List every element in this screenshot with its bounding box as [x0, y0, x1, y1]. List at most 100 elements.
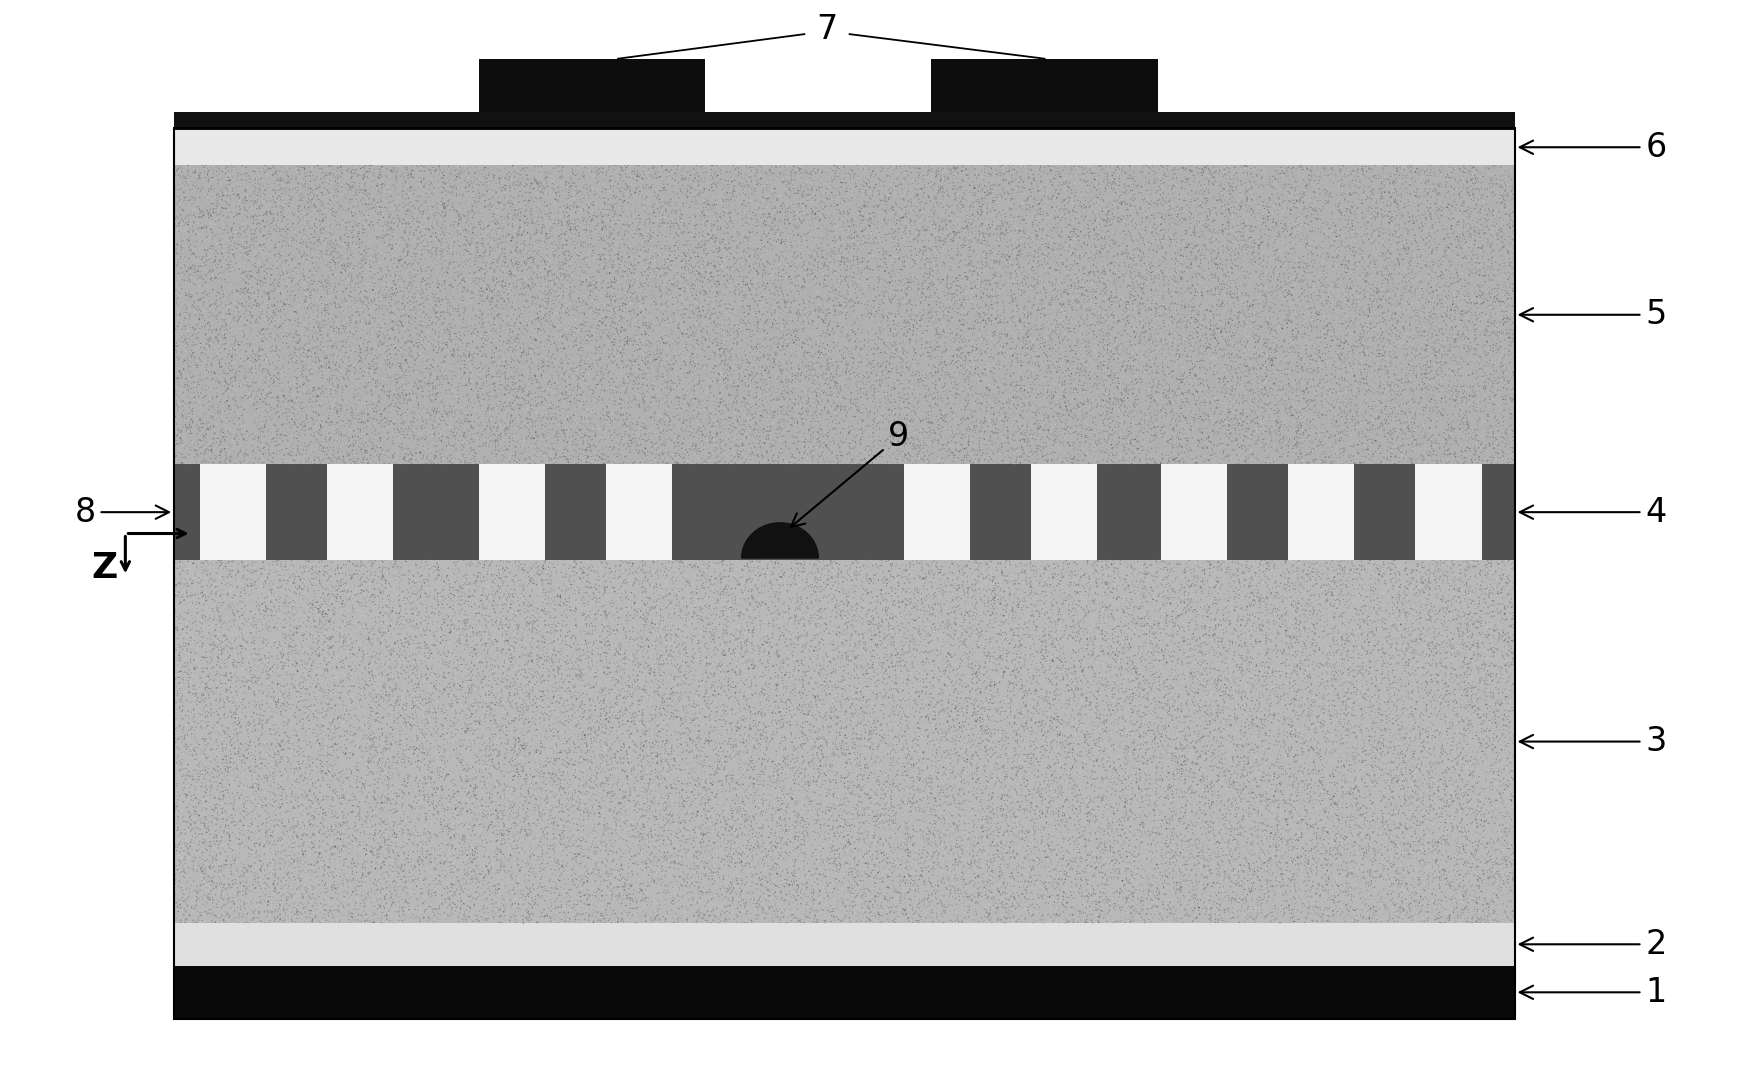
- Point: [1078, 855, 1106, 872]
- Point: [625, 810, 653, 827]
- Point: [937, 619, 965, 636]
- Point: [1259, 294, 1287, 312]
- Point: [291, 218, 319, 235]
- Point: [1093, 697, 1121, 714]
- Point: [1085, 359, 1112, 376]
- Point: [1126, 412, 1154, 429]
- Point: [1085, 710, 1112, 727]
- Point: [1090, 329, 1118, 346]
- Point: [221, 451, 249, 468]
- Point: [823, 440, 851, 457]
- Point: [991, 313, 1018, 330]
- Point: [963, 571, 991, 588]
- Point: [1217, 452, 1245, 469]
- Point: [590, 808, 618, 825]
- Point: [1074, 166, 1102, 184]
- Point: [971, 621, 999, 638]
- Point: [1086, 745, 1114, 762]
- Point: [371, 717, 399, 734]
- Point: [834, 398, 862, 415]
- Point: [1262, 444, 1290, 461]
- Point: [916, 793, 944, 810]
- Point: [406, 835, 434, 853]
- Point: [1069, 697, 1097, 714]
- Point: [381, 250, 409, 267]
- Point: [1442, 330, 1469, 347]
- Point: [1219, 417, 1247, 434]
- Point: [1280, 809, 1307, 826]
- Point: [416, 710, 444, 727]
- Point: [870, 876, 898, 893]
- Point: [1299, 623, 1327, 640]
- Point: [623, 721, 651, 738]
- Point: [836, 177, 864, 194]
- Point: [949, 882, 977, 899]
- Point: [601, 648, 629, 665]
- Point: [1412, 427, 1440, 444]
- Point: [799, 229, 827, 246]
- Point: [1309, 689, 1337, 706]
- Point: [702, 789, 729, 806]
- Point: [333, 760, 360, 777]
- Point: [1034, 795, 1062, 812]
- Point: [284, 344, 312, 361]
- Point: [827, 606, 855, 623]
- Point: [313, 739, 341, 757]
- Point: [268, 796, 296, 813]
- Point: [1485, 229, 1513, 246]
- Point: [1450, 794, 1478, 811]
- Point: [963, 204, 991, 221]
- Point: [1466, 643, 1494, 660]
- Point: [944, 582, 971, 599]
- Point: [1381, 445, 1408, 462]
- Point: [212, 244, 240, 261]
- Point: [545, 678, 573, 695]
- Point: [1386, 301, 1414, 318]
- Point: [1462, 724, 1490, 742]
- Point: [750, 848, 778, 865]
- Point: [1147, 903, 1175, 920]
- Point: [698, 246, 726, 264]
- Point: [1337, 861, 1365, 878]
- Point: [1151, 602, 1179, 619]
- Point: [982, 713, 1010, 730]
- Point: [360, 429, 388, 446]
- Point: [587, 704, 615, 721]
- Point: [963, 744, 991, 761]
- Point: [301, 609, 329, 626]
- Point: [1403, 345, 1431, 362]
- Point: [803, 752, 830, 769]
- Point: [510, 160, 538, 177]
- Point: [985, 647, 1013, 664]
- Point: [991, 823, 1018, 840]
- Point: [1071, 416, 1099, 433]
- Point: [554, 735, 581, 752]
- Point: [1447, 866, 1475, 883]
- Point: [810, 205, 837, 222]
- Point: [414, 670, 442, 687]
- Point: [832, 408, 860, 425]
- Point: [472, 890, 500, 907]
- Point: [682, 158, 710, 175]
- Point: [714, 190, 742, 207]
- Point: [202, 405, 230, 423]
- Point: [1344, 646, 1372, 663]
- Point: [1005, 566, 1032, 583]
- Point: [832, 371, 860, 388]
- Point: [1384, 640, 1412, 657]
- Point: [1327, 586, 1354, 603]
- Point: [1207, 708, 1234, 726]
- Point: [1309, 780, 1337, 797]
- Point: [754, 309, 782, 327]
- Point: [294, 612, 322, 630]
- Point: [338, 161, 366, 178]
- Point: [733, 734, 761, 751]
- Point: [198, 211, 226, 228]
- Point: [787, 583, 815, 600]
- Point: [531, 792, 559, 809]
- Point: [954, 430, 982, 447]
- Point: [743, 638, 771, 655]
- Point: [900, 706, 928, 723]
- Point: [275, 200, 303, 217]
- Point: [1074, 861, 1102, 878]
